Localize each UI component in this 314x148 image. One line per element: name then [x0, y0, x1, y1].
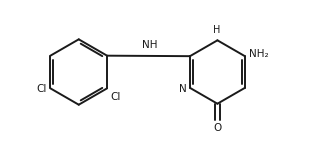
Text: Cl: Cl — [36, 84, 46, 94]
Text: O: O — [213, 123, 222, 133]
Text: Cl: Cl — [110, 92, 120, 102]
Text: NH₂: NH₂ — [249, 49, 268, 59]
Text: NH: NH — [142, 40, 157, 50]
Text: N: N — [179, 84, 187, 94]
Text: H: H — [213, 25, 220, 35]
